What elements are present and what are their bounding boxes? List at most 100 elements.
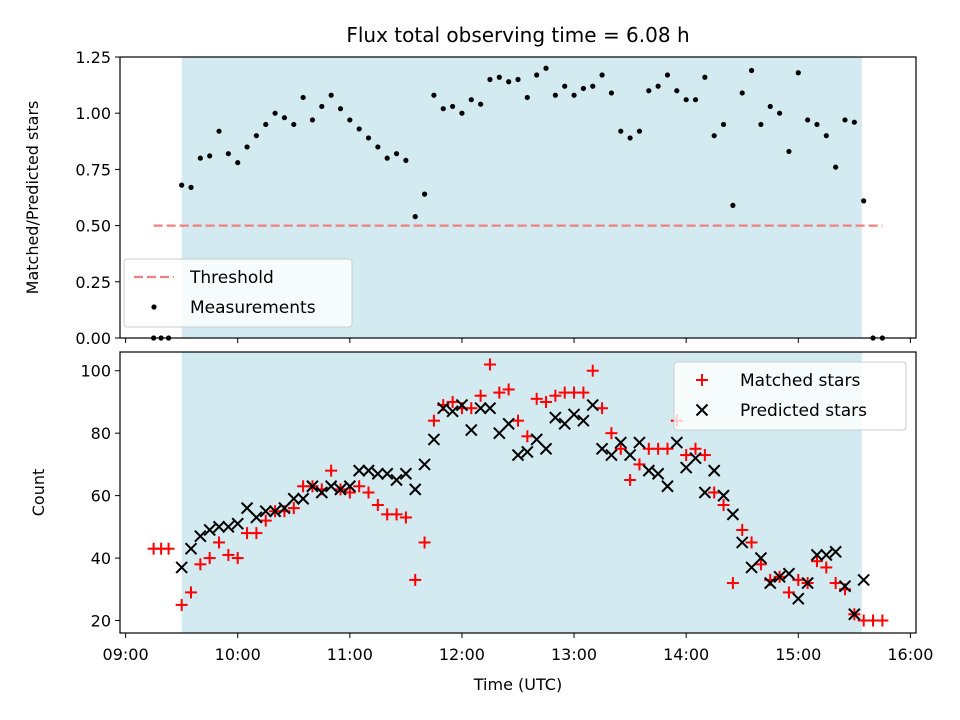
predicted-star-point [184, 542, 198, 555]
cross-b [586, 398, 599, 412]
measurement-point [861, 198, 867, 204]
predicted-star-point [670, 436, 684, 449]
matched-star-point [418, 536, 431, 549]
predicted-star-point [212, 520, 226, 534]
measurement-point [216, 128, 222, 134]
measurement-point [197, 155, 203, 161]
cross-b [558, 417, 571, 431]
predicted-star-point [764, 576, 777, 590]
cross-b [539, 442, 553, 455]
cross-b [521, 445, 534, 459]
predicted-star-point [558, 417, 571, 431]
predicted-star-point [848, 608, 861, 621]
cross-b [782, 567, 796, 580]
matched-star-point [708, 486, 721, 499]
cross-b [315, 486, 329, 499]
cross-b [623, 448, 637, 462]
predicted-star-point [857, 573, 870, 587]
predicted-star-point [726, 508, 740, 521]
cross-b [838, 579, 852, 593]
predicted-star-point [194, 530, 207, 543]
x-tick-label: 15:00 [775, 645, 821, 664]
predicted-star-point [352, 464, 366, 477]
matched-star-point [549, 389, 562, 402]
measurement-point [431, 92, 437, 98]
measurement-point [767, 103, 773, 110]
predicted-star-point [296, 492, 310, 505]
measurement-point [776, 110, 783, 116]
predicted-star-point [651, 467, 665, 480]
top-panel: 0.00 0.25 0.50 0.75 1.00 1.25 Flux total obse… [23, 23, 917, 348]
cross-b [695, 403, 709, 417]
cross-b [689, 451, 702, 465]
matched-star-point [521, 430, 534, 443]
predicted-star-point [829, 545, 842, 559]
cross-b [343, 480, 357, 493]
cross-b [240, 501, 254, 515]
cross-b [661, 480, 674, 493]
cross-b [371, 467, 385, 480]
x-tick-label: 14:00 [663, 645, 709, 664]
matched-star-point [698, 449, 711, 462]
matched-star-point [792, 573, 805, 586]
measurement-point [748, 67, 755, 74]
predicted-star-point [521, 445, 534, 459]
matched-star-point [586, 364, 599, 377]
cross-b [493, 426, 506, 440]
legend-cross-marker [695, 403, 709, 417]
measurement-point [375, 144, 381, 150]
cross-b [334, 483, 347, 496]
measurement-point [319, 103, 325, 110]
x-tick-label: 10:00 [215, 645, 261, 664]
measurement-point [795, 70, 801, 76]
top-axes-frame [119, 56, 917, 339]
cross-b [306, 480, 319, 493]
measurement-point [450, 103, 456, 110]
cross-b [549, 411, 562, 424]
measurement-point [253, 133, 260, 139]
matched-star-point [605, 427, 618, 440]
predicted-star-point [334, 483, 347, 496]
measurement-point [244, 144, 250, 150]
measurement-point [524, 94, 530, 101]
measurement-point [711, 133, 717, 139]
matched-star-point [185, 586, 198, 599]
predicted-star-point [287, 492, 300, 505]
bottom-y-tick-label: 20 [91, 612, 111, 631]
cross-b [259, 505, 272, 518]
cross-b [820, 548, 833, 562]
matched-star-point [680, 449, 693, 462]
measurement-point [356, 126, 362, 132]
cross-b [203, 523, 216, 537]
measurement-point [309, 117, 316, 123]
measurement-point [646, 88, 652, 94]
matched-star-point [474, 389, 487, 402]
cross-b [212, 520, 226, 534]
predicted-star-point [455, 398, 469, 412]
matched-star-point [287, 502, 300, 515]
predicted-star-point [371, 467, 385, 480]
predicted-star-point [549, 411, 562, 424]
matched-star-point [717, 498, 730, 511]
matched-star-point [483, 358, 496, 371]
bottom-y-ticks: 20 40 60 80 100 [80, 362, 120, 631]
top-y-ticks: 0.00 0.25 0.50 0.75 1.00 1.25 [75, 48, 120, 348]
measurement-point [384, 155, 390, 161]
cross-b [502, 417, 515, 431]
predicted-star-point [586, 398, 599, 412]
matched-star-point [596, 402, 609, 415]
measurement-point [758, 121, 764, 128]
cross-b [717, 489, 730, 502]
measurement-point [655, 83, 661, 89]
matched-star-point [633, 458, 646, 471]
cross-b [446, 405, 459, 418]
measurement-point [179, 182, 185, 188]
predicted-star-point [792, 592, 805, 605]
cross-b [651, 467, 665, 480]
cross-b [437, 401, 450, 415]
bottom-y-tick-label: 40 [91, 549, 111, 568]
legend-measurements-label: Measurements [190, 298, 316, 318]
measurement-point [506, 79, 512, 85]
predicted-star-point [315, 486, 329, 499]
